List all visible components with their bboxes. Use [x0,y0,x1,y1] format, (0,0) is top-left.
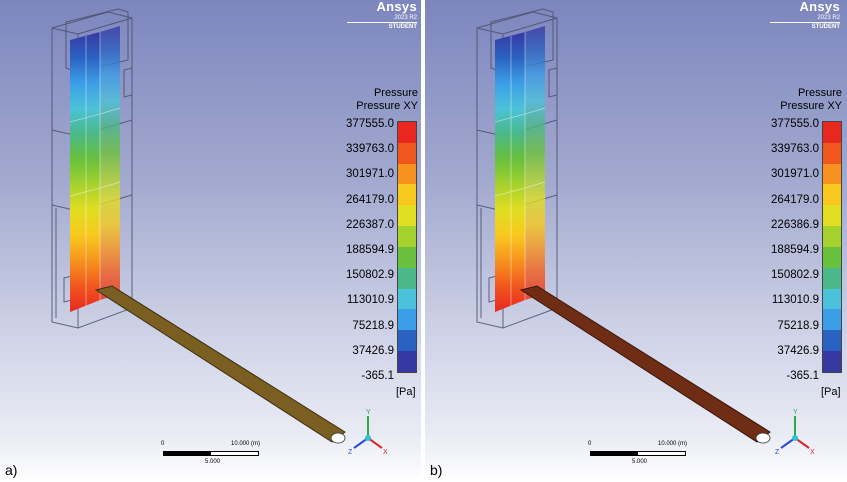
colorbar-tick-label: 113010.9 [771,294,819,307]
legend-title-b: Pressure Pressure XY [722,87,842,113]
colorbar-tick-label: -365.1 [786,370,819,382]
colorbar-tick-label: 37426.9 [777,344,819,357]
panel-divider [421,0,425,482]
colorbar-tick-label: 377555.0 [771,118,819,130]
scale-mid: 5.000 [632,459,648,465]
colorbar-band [398,246,416,268]
colorbar-band [823,246,841,268]
colorbar-band [823,142,841,164]
colorbar-tick-label: 377555.0 [346,118,394,130]
scale-bar-b: 0 10.000 (m) 5.000 [588,441,703,471]
scale-bar-a: 0 10.000 (m) 5.000 [161,441,276,471]
pressure-column-edges-b [494,32,546,306]
axis-label-x: X [383,449,388,456]
brand-version: 2023 R2 [770,14,840,23]
panel-label-a: a) [5,462,18,478]
colorbar-tick-label: 75218.9 [777,319,819,332]
axis-triad-b: Y X Z [775,409,815,456]
colorbar-tick-label: 226387.0 [346,218,394,231]
colorbar-band [398,330,416,352]
colorbar-band [398,309,416,331]
model-view-a[interactable] [0,0,421,482]
colorbar-band [398,184,416,206]
brand-name: Ansys [376,0,417,14]
axis-label-y: Y [366,409,371,416]
brand-logo-a: Ansys 2023 R2 STUDENT [347,0,417,32]
colorbar-tick-label: -365.1 [361,370,394,382]
colorbar-tick-label: 301971.0 [771,168,819,181]
axis-label-y: Y [793,409,798,416]
colorbar-tick-label: 226386.9 [771,218,819,231]
colorbar-tick-label: 75218.9 [352,319,394,332]
colorbar-band [398,226,416,247]
scale-bar-graphic [590,451,686,456]
colorbar-band [823,330,841,352]
colorbar-ticks-a: 377555.0 339763.0 301971.0 264179.0 226387.0… [314,118,394,388]
pressure-column-front-b [495,32,525,312]
outlet-pipe-b [519,285,771,444]
colorbar-tick-label: 264179.0 [346,193,394,206]
viewport-b[interactable]: Ansys 2023 R2 STUDENT Pressure Pressure … [425,0,847,482]
brand-edition: STUDENT [388,24,417,30]
colorbar-a [397,121,417,373]
axis-label-z: Z [775,449,780,456]
colorbar-band [823,351,841,372]
colorbar-band [823,288,841,310]
colorbar-tick-label: 150802.9 [771,269,819,282]
panel-label-b: b) [430,462,443,478]
colorbar-band [823,267,841,289]
colorbar-band [398,163,416,185]
colorbar-band [398,205,416,227]
colorbar-band [398,351,416,372]
scale-start: 0 [161,441,165,447]
outlet-pipe-a [94,285,346,444]
viewport-a[interactable]: Ansys 2023 R2 STUDENT Pressure Pressure … [0,0,421,482]
colorbar-band [823,184,841,206]
brand-edition: STUDENT [811,24,840,30]
colorbar-tick-label: 37426.9 [352,344,394,357]
colorbar-band [823,309,841,331]
pressure-column-front-a [70,32,100,312]
scale-end: 10.000 (m) [658,441,688,447]
colorbar-tick-label: 301971.0 [346,168,394,181]
brand-name: Ansys [799,0,840,14]
colorbar-tick-label: 113010.9 [346,294,394,307]
colorbar-tick-label: 339763.0 [346,143,394,156]
legend-subtitle-text: Pressure XY [356,100,418,112]
legend-title-a: Pressure Pressure XY [298,87,418,113]
colorbar-tick-label: 150802.9 [346,269,394,282]
pressure-column-side-b [525,26,545,300]
brand-version: 2023 R2 [347,14,417,23]
colorbar-tick-label: 339763.0 [771,143,819,156]
colorbar-tick-label: 188594.9 [771,244,819,256]
axis-label-x: X [810,449,815,456]
pressure-column-edges-a [69,32,121,306]
legend-title-text: Pressure [797,87,842,99]
legend-title-text: Pressure [373,87,418,99]
colorbar-tick-label: 188594.9 [346,244,394,256]
colorbar-band [398,267,416,289]
colorbar-band [823,226,841,247]
pressure-column-side-a [100,26,120,300]
scale-start: 0 [588,441,592,447]
colorbar-tick-label: 264179.0 [771,193,819,206]
colorbar-band [823,122,841,143]
unit-label-b: [Pa] [821,386,841,398]
model-view-b[interactable] [425,0,847,482]
scale-bar-graphic [163,451,259,456]
axis-label-z: Z [348,449,353,456]
brand-logo-b: Ansys 2023 R2 STUDENT [770,0,840,32]
colorbar-band [823,205,841,227]
colorbar-band [823,163,841,185]
scale-end: 10.000 (m) [231,441,261,447]
colorbar-band [398,122,416,143]
colorbar-band [398,142,416,164]
colorbar-ticks-b: 377555.0 339763.0 301971.0 264179.0 226386.9… [739,118,819,388]
colorbar-band [398,288,416,310]
colorbar-b [822,121,842,373]
scale-mid: 5.000 [205,459,221,465]
axis-triad-a: Y X Z [348,409,388,456]
unit-label-a: [Pa] [396,386,416,398]
legend-subtitle-text: Pressure XY [780,100,842,112]
